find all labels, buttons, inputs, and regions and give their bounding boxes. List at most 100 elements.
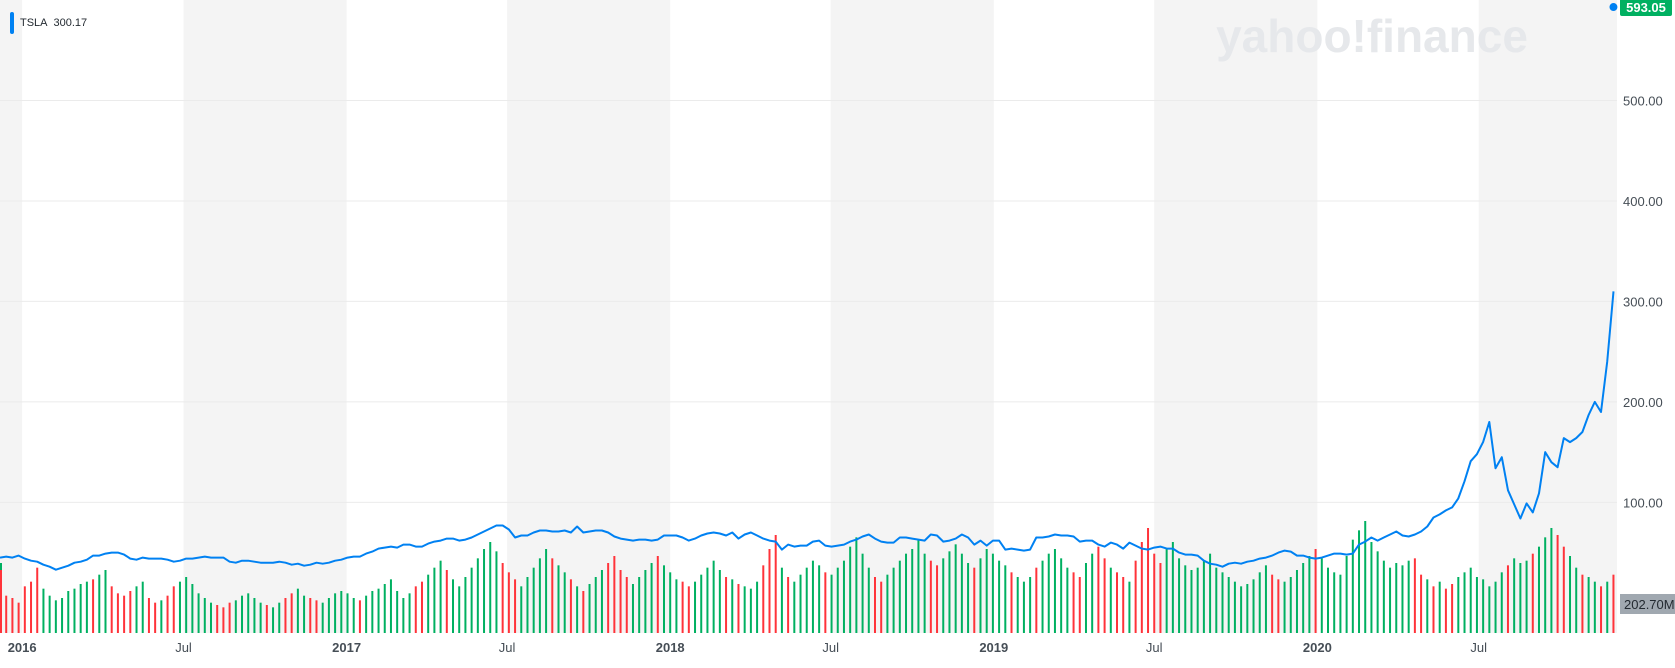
volume-bar [1444,588,1447,633]
volume-bar [73,588,76,633]
volume-bar [284,598,287,633]
volume-bar [607,563,610,633]
y-tick-label: 100.00 [1623,495,1663,510]
volume-bar [17,602,20,633]
volume-bar [420,581,423,633]
volume-bar [1562,546,1565,633]
volume-bar [756,581,759,633]
volume-bar [1190,570,1193,633]
volume-bar [1041,560,1044,633]
x-tick-label: Jul [1470,640,1487,655]
volume-bar [805,567,808,633]
volume-bar [1326,567,1329,633]
volume-bar [296,588,299,633]
volume-bar [116,593,119,633]
volume-bar [1215,567,1218,633]
volume-bar [1016,577,1019,633]
volume-bar [1271,574,1274,633]
volume-bar [1308,556,1311,633]
volume-bar [1178,558,1181,633]
volume-bar [892,567,895,633]
volume-bar [793,581,796,633]
volume-bar [203,598,206,633]
volume-bar [1389,567,1392,633]
volume-bar [991,553,994,633]
volume-bar [501,563,504,633]
volume-bar [1401,565,1404,633]
volume-bar [911,549,914,633]
volume-bar [129,591,132,633]
volume-bar [545,549,548,633]
x-tick-label: 2018 [656,640,685,655]
volume-bar [458,586,461,633]
volume-bar [532,567,535,633]
volume-bar [929,560,932,633]
time-band [1154,0,1318,633]
volume-bar [1358,530,1361,633]
volume-bar [582,591,585,633]
volume-bar [787,577,790,633]
volume-bar [1153,553,1156,633]
time-band [0,0,23,633]
volume-bar [185,577,188,633]
volume-bar [631,584,634,633]
volume-bar [383,584,386,633]
volume-bar [774,535,777,633]
volume-bar [1252,579,1255,633]
volume-badge [1620,594,1675,614]
x-tick-label: 2017 [332,640,361,655]
volume-bar [1593,581,1596,633]
volume-bar [1475,577,1478,633]
volume-bar [365,595,368,633]
volume-bar [886,574,889,633]
volume-bar [389,579,392,633]
volume-bar [936,565,939,633]
volume-bar [439,560,442,633]
volume-bar [321,602,324,633]
volume-bar [104,570,107,633]
volume-bar [1339,574,1342,633]
volume-bar [1295,570,1298,633]
volume-bar [842,560,845,633]
y-tick-label: 400.00 [1623,194,1663,209]
volume-bar [687,586,690,633]
volume-bar [656,556,659,633]
x-tick-label: Jul [822,640,839,655]
volume-bar [1084,563,1087,633]
volume-bar [1569,556,1572,633]
volume-bar [452,579,455,633]
last-price-badge [1620,0,1672,17]
volume-bar [402,598,405,633]
volume-bar [1364,521,1367,633]
volume-bar [749,588,752,633]
volume-bar [712,560,715,633]
x-tick-label: 2020 [1303,640,1332,655]
time-band [183,0,347,633]
volume-bar [48,595,51,633]
volume-bar [960,553,963,633]
volume-bar [526,577,529,633]
volume-bar [780,567,783,633]
volume-bar [743,586,746,633]
volume-bar [1550,528,1553,633]
volume-bar [1556,535,1559,633]
volume-bar [303,595,306,633]
volume-bar [681,581,684,633]
volume-bar [1513,558,1516,633]
volume-bar [1116,572,1119,633]
volume-bar [54,600,57,633]
legend-value: 300.17 [53,17,88,29]
volume-bar [1122,577,1125,633]
volume-bar [1544,537,1547,633]
volume-bar [625,577,628,633]
last-price-dot [1609,3,1618,12]
volume-bar [1302,563,1305,633]
volume-bar [222,607,225,633]
volume-bar [476,558,479,633]
volume-bar [358,600,361,633]
volume-bar [923,553,926,633]
volume-bar [371,591,374,633]
volume-bar [830,574,833,633]
volume-bar [1494,581,1497,633]
volume-bar [290,593,293,633]
